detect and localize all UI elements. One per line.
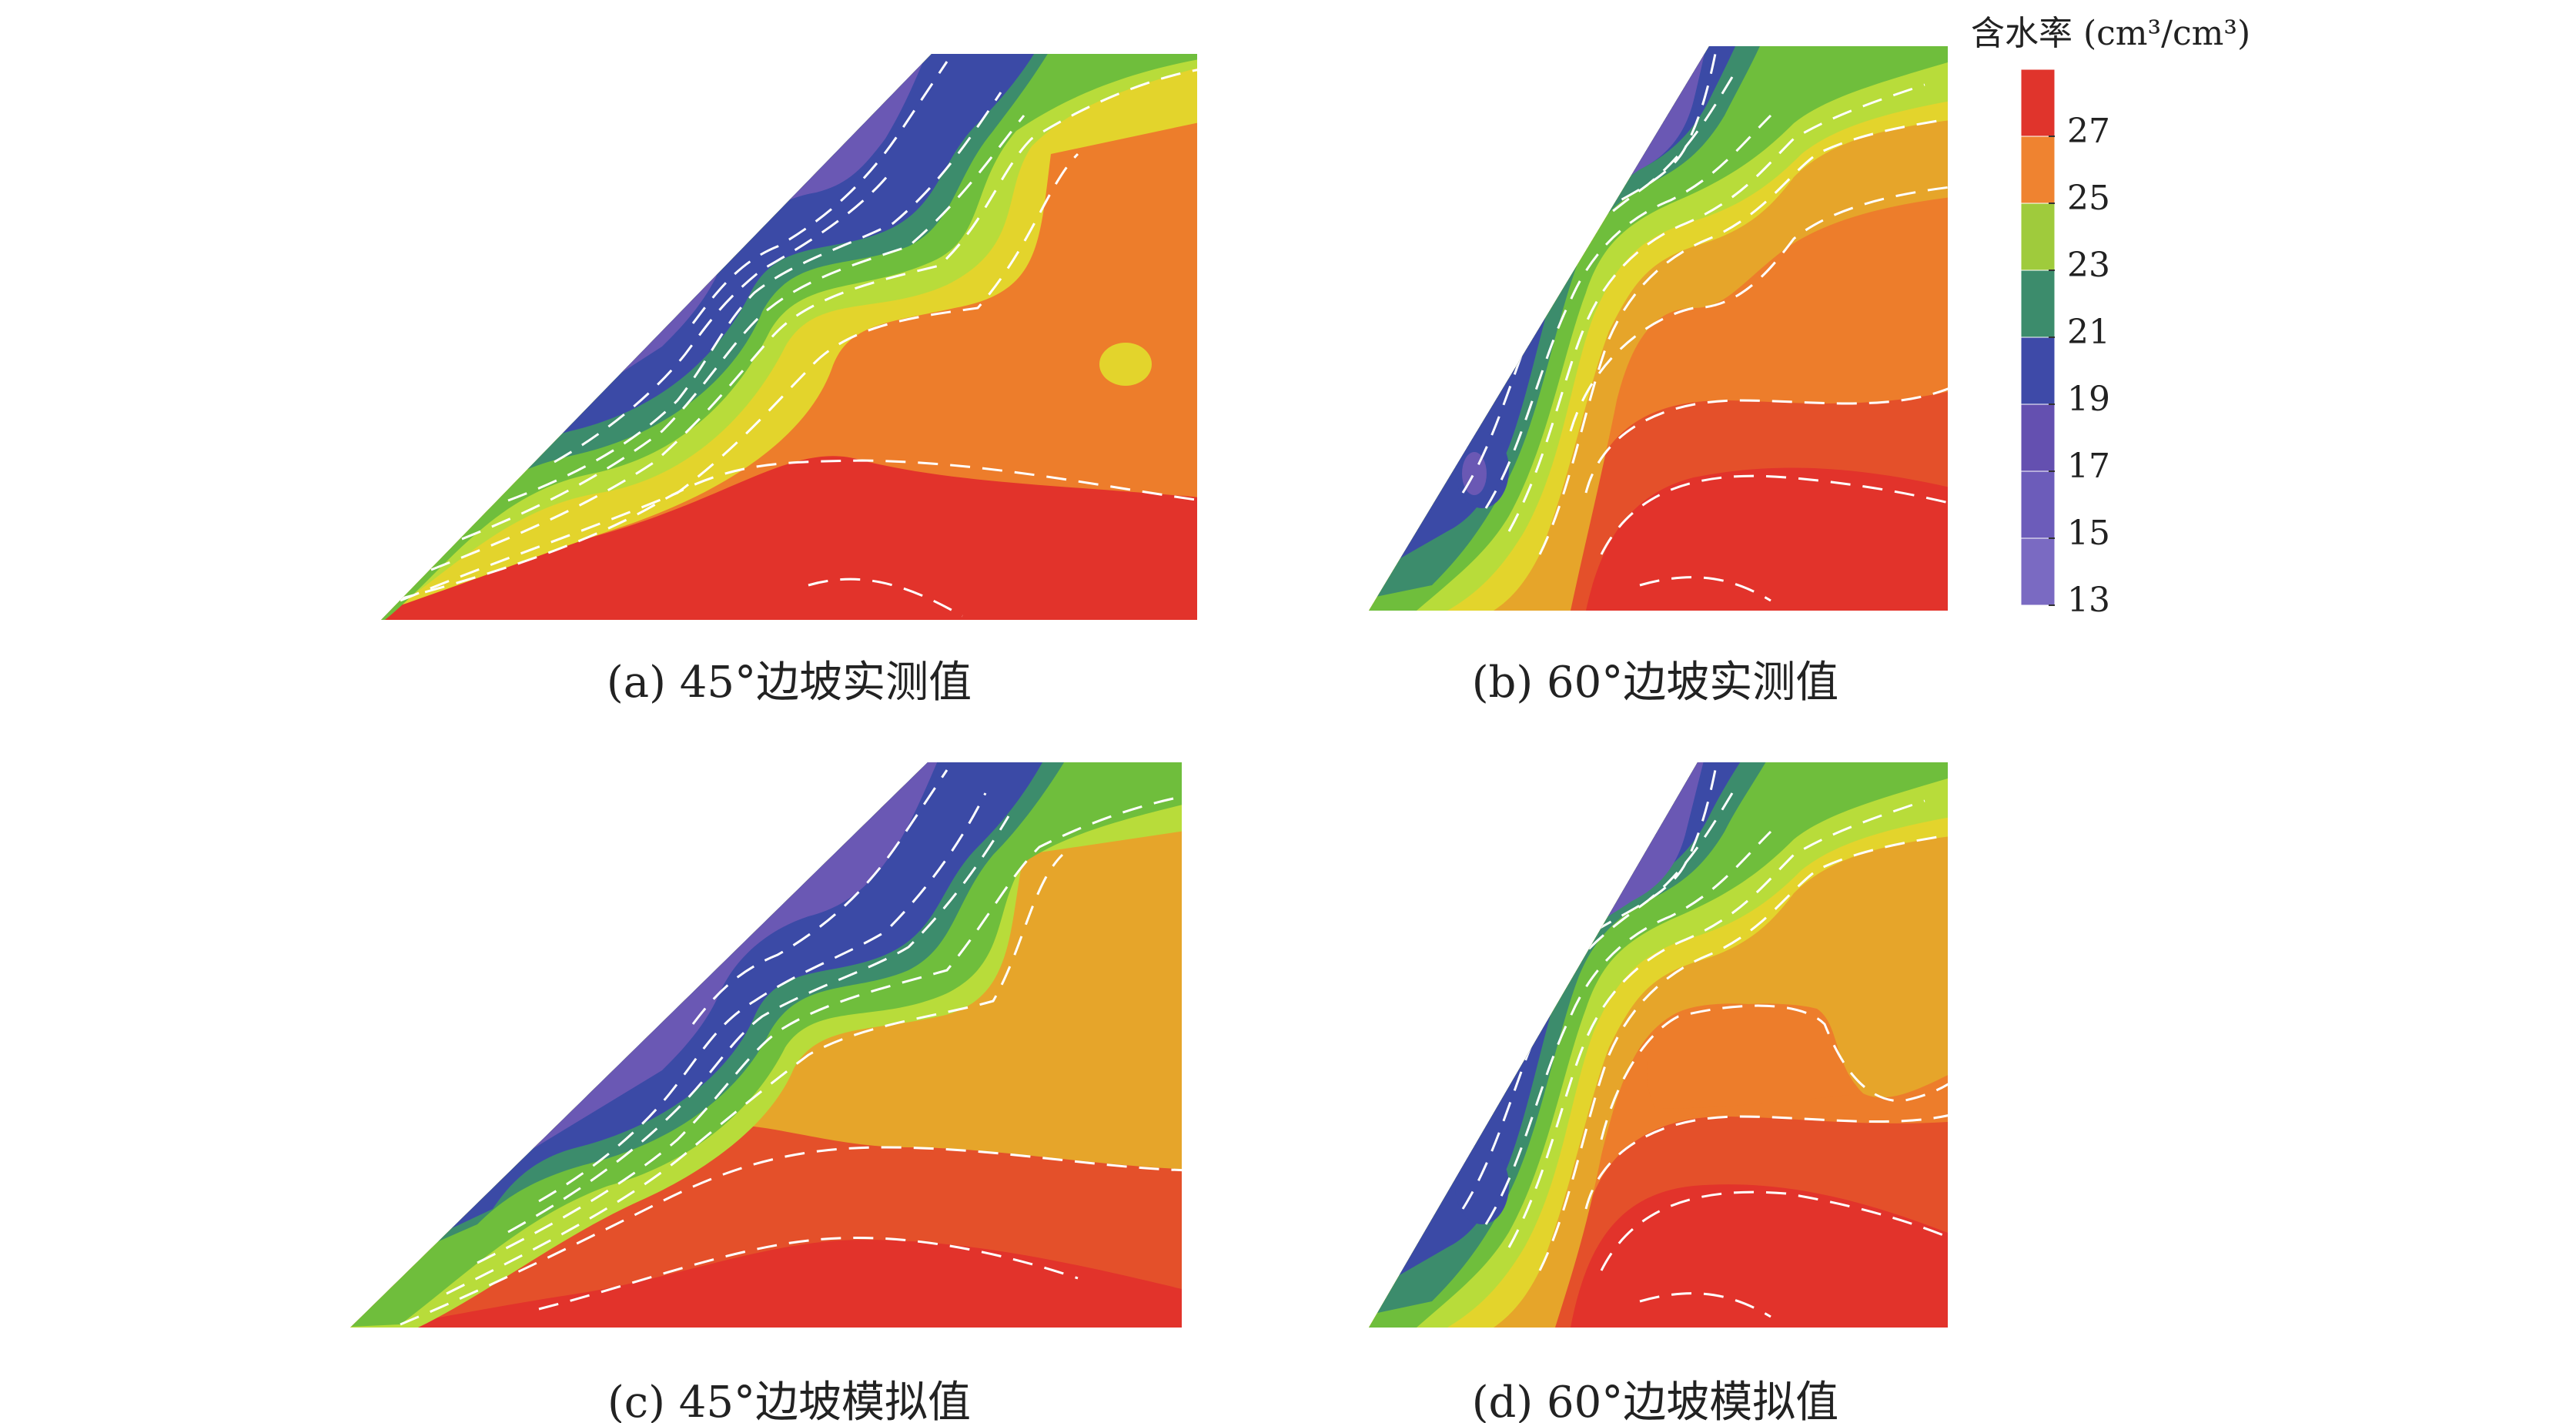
legend-swatch [2020, 537, 2056, 606]
legend-tick-label: 27 [2067, 112, 2110, 151]
legend: 含水率 (cm³/cm³) 27 25 23 21 19 17 15 13 [1971, 14, 2250, 620]
legend-tick-label: 17 [2067, 447, 2110, 486]
legend-title: 含水率 (cm³/cm³) [1971, 14, 2250, 53]
legend-tick-label: 13 [2067, 581, 2110, 620]
legend-swatch [2020, 69, 2056, 137]
panel-c-contour-map [350, 762, 1182, 1328]
panel-a-contour-map [381, 54, 1197, 620]
panel-d-contour-lines [1461, 762, 1948, 1318]
panel-b-contour-lines [1461, 46, 1948, 602]
panel-c-caption: (c) 45°边坡模拟值 [607, 1378, 971, 1423]
legend-swatches [2020, 69, 2056, 606]
panel-d-caption: (d) 60°边坡模拟值 [1472, 1378, 1839, 1423]
panel-d-contour-map [1369, 762, 1948, 1328]
legend-tick-label: 15 [2067, 514, 2110, 553]
legend-tick-label: 23 [2067, 246, 2110, 285]
panel-c-contour-lines [400, 769, 1182, 1326]
legend-swatch [2020, 203, 2056, 271]
panel-d-low-pocket [1455, 1147, 1509, 1224]
legend-swatch [2020, 136, 2056, 204]
legend-swatch [2020, 336, 2056, 405]
panel-a-island [1099, 343, 1152, 386]
legend-tick-label: 21 [2067, 313, 2110, 352]
panel-b-caption: (b) 60°边坡实测值 [1472, 658, 1839, 708]
panel-d-band-orange-island [1647, 1003, 1863, 1109]
panel-a-caption: (a) 45°边坡实测值 [607, 658, 972, 708]
legend-swatch [2020, 270, 2056, 338]
legend-swatch [2020, 403, 2056, 472]
legend-tick-label: 25 [2067, 179, 2110, 218]
legend-swatch [2020, 470, 2056, 539]
panel-a-contour-lines [381, 61, 1197, 618]
legend-tick-label: 19 [2067, 380, 2110, 419]
panel-b-contour-map [1369, 46, 1948, 611]
legend-ticks: 27 25 23 21 19 17 15 13 [2049, 112, 2110, 620]
